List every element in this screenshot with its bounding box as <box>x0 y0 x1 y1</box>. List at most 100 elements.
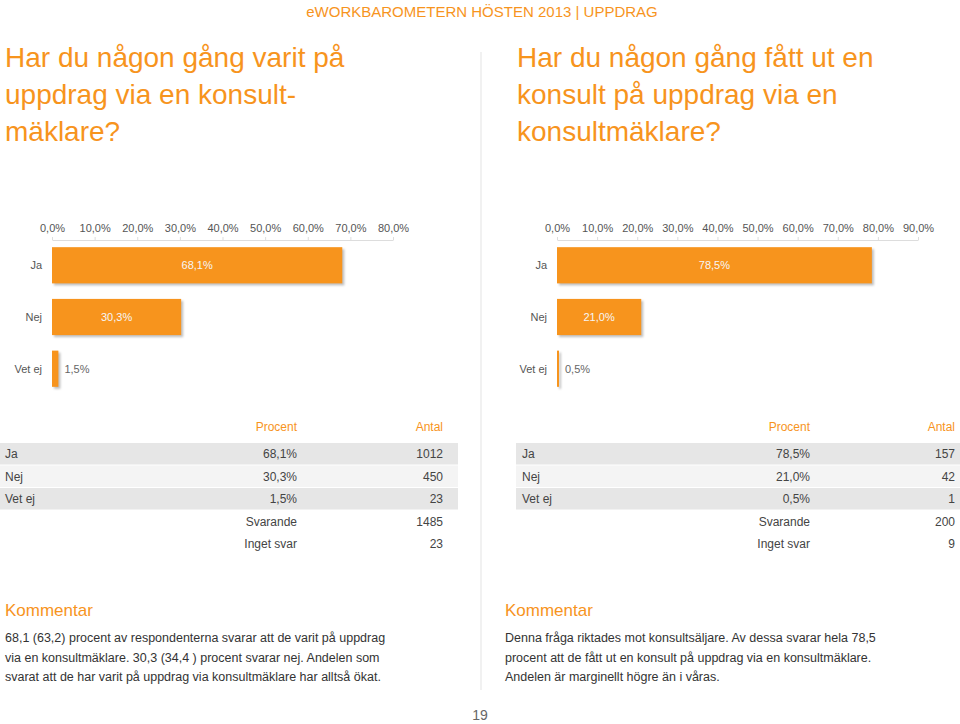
title-line: konsultmäklare? <box>517 116 721 147</box>
comment: KommentarDenna fråga riktades mot konsul… <box>505 601 876 684</box>
comment-line: 68,1 (63,2) procent av respondenterna sv… <box>5 631 385 645</box>
table-cell: 200 <box>935 515 955 529</box>
tick: 30,0% <box>165 222 196 240</box>
table: ProcentAntalJa78,5%157Nej21,0%42Vet ej0,… <box>516 420 960 551</box>
tick: 0,0% <box>40 222 65 240</box>
tick-mark <box>180 237 181 240</box>
page-header: eWORKBAROMETERN HÖSTEN 2013 | UPPDRAG <box>306 3 657 20</box>
tick-mark <box>798 237 799 240</box>
row-background <box>0 488 458 510</box>
title-line: Har du någon gång varit på <box>5 42 345 73</box>
table-cell: 68,1% <box>263 447 297 461</box>
chart-title: Har du någon gång varit påuppdrag via en… <box>5 42 345 147</box>
tick-mark <box>838 237 839 240</box>
table-cell: Ja <box>5 447 18 461</box>
column-header: Procent <box>256 420 298 434</box>
bars <box>52 247 342 387</box>
x-axis: 0,0% 10,0% 20,0% 30,0% 40,0% 50,0% 60,0% 70,0% 8… <box>545 222 934 241</box>
tick-label: 60,0% <box>783 222 814 234</box>
tick: 20,0% <box>622 222 653 240</box>
table-cell: 78,5% <box>776 447 810 461</box>
tick: 30,0% <box>662 222 693 240</box>
comment-line: svarat att de har varit på uppdrag via k… <box>5 670 381 684</box>
tick: 10,0% <box>80 222 111 240</box>
comment-heading: Kommentar <box>5 601 93 620</box>
category-label: Ja <box>30 259 43 271</box>
comment-line: via en konsultmäklare. 30,3 (34,4 ) proc… <box>5 651 380 665</box>
chart: Har du någon gång fått ut enkonsult på u… <box>517 42 934 387</box>
tick-label: 60,0% <box>293 222 324 234</box>
tick: 50,0% <box>250 222 281 240</box>
comment-heading: Kommentar <box>505 601 593 620</box>
data-label: 68,1% <box>182 259 213 271</box>
tick: 80,0% <box>863 222 894 240</box>
tick-mark <box>52 237 53 240</box>
table-cell: 9 <box>948 537 955 551</box>
table-cell: 23 <box>430 492 444 506</box>
table-cell: 42 <box>942 470 956 484</box>
tick-label: 20,0% <box>622 222 653 234</box>
title-line: mäklare? <box>5 116 120 147</box>
tick-mark <box>717 237 718 240</box>
tick: 80,0% <box>378 222 409 240</box>
table-cell: 450 <box>423 470 443 484</box>
tick-label: 90,0% <box>903 222 934 234</box>
bar <box>52 247 342 283</box>
column-header: Antal <box>928 420 955 434</box>
bar <box>557 351 559 387</box>
row-background <box>516 466 960 488</box>
bar <box>52 351 58 387</box>
tick-mark <box>758 237 759 240</box>
tick: 0,0% <box>545 222 570 240</box>
tick: 40,0% <box>207 222 238 240</box>
tick-mark <box>918 237 919 240</box>
tick-mark <box>350 237 351 240</box>
table-cell: Svarande <box>759 515 811 529</box>
tick-mark <box>223 237 224 240</box>
column-header: Procent <box>769 420 811 434</box>
table-cell: 1,5% <box>270 492 298 506</box>
page-number: 19 <box>472 707 488 723</box>
data-label: 21,0% <box>584 311 615 323</box>
tick-mark <box>677 237 678 240</box>
tick-mark <box>95 237 96 240</box>
tick-mark <box>308 237 309 240</box>
category-label: Vet ej <box>14 363 42 375</box>
tick-mark <box>597 237 598 240</box>
tick-mark <box>393 237 394 240</box>
data-label: 78,5% <box>699 259 730 271</box>
category-label: Vet ej <box>519 363 547 375</box>
axis-line <box>53 240 394 241</box>
table-cell: Svarande <box>246 515 298 529</box>
table-cell: Ja <box>522 447 535 461</box>
table-cell: Vet ej <box>5 492 35 506</box>
tick-label: 20,0% <box>122 222 153 234</box>
tick: 10,0% <box>582 222 613 240</box>
row-background <box>0 466 458 488</box>
x-axis: 0,0%10,0%20,0%30,0%40,0%50,0%60,0%70,0%8… <box>40 222 409 241</box>
table-cell: 23 <box>430 537 444 551</box>
tick-mark <box>878 237 879 240</box>
row-background <box>0 443 458 465</box>
tick: 50,0% <box>742 222 773 240</box>
table-cell: 1 <box>948 492 955 506</box>
tick: 40,0% <box>702 222 733 240</box>
table-cell: 0,5% <box>783 492 811 506</box>
tick-label: 40,0% <box>207 222 238 234</box>
table-cell: 30,3% <box>263 470 297 484</box>
tick: 60,0% <box>783 222 814 240</box>
tick-label: 40,0% <box>702 222 733 234</box>
axis-line <box>558 240 919 241</box>
title-line: konsult på uppdrag via en <box>517 79 838 110</box>
bar <box>557 247 872 283</box>
category-label: Nej <box>25 311 42 323</box>
tick-label: 50,0% <box>250 222 281 234</box>
tick-label: 10,0% <box>582 222 613 234</box>
table-cell: 21,0% <box>776 470 810 484</box>
tick-label: 70,0% <box>823 222 854 234</box>
table: ProcentAntalJa68,1%1012Nej30,3%450Vet ej… <box>0 420 458 551</box>
tick-mark <box>557 237 558 240</box>
tick-label: 10,0% <box>80 222 111 234</box>
tick-label: 80,0% <box>378 222 409 234</box>
tick-label: 80,0% <box>863 222 894 234</box>
